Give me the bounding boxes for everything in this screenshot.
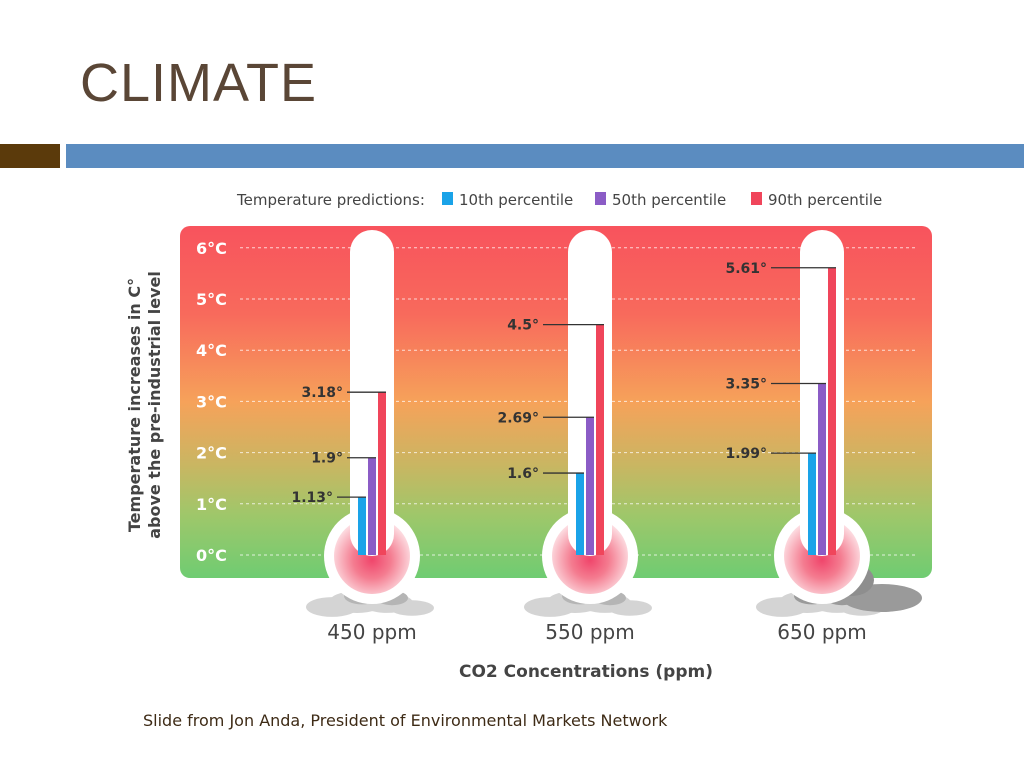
legend-label-50th: 50th percentile	[612, 191, 726, 209]
legend-item-10th: 10th percentile	[442, 191, 573, 209]
y-tick-label: 2°C	[196, 444, 227, 463]
legend-label-10th: 10th percentile	[459, 191, 573, 209]
legend-item-50th: 50th percentile	[595, 191, 726, 209]
title-accent-bar-blue	[66, 144, 1024, 168]
data-label: 1.9°	[311, 451, 343, 467]
legend-item-90th: 90th percentile	[751, 191, 882, 209]
title-accent-bar-dark	[0, 144, 60, 168]
bar-p90	[828, 267, 836, 555]
data-label: 4.5°	[507, 318, 539, 334]
bar-p90	[596, 324, 604, 555]
data-label: 1.13°	[291, 490, 333, 506]
legend-swatch-10th	[442, 192, 453, 205]
data-label: 2.69°	[497, 410, 539, 426]
y-axis-ticks: 0°C 1°C 2°C 3°C 4°C 5°C 6°C	[196, 239, 227, 565]
data-label: 3.18°	[301, 385, 343, 401]
bar-p50	[368, 457, 376, 555]
x-category-label: 650 ppm	[777, 620, 866, 644]
data-label: 1.99°	[725, 446, 767, 462]
bar-p50	[586, 417, 594, 555]
legend-title: Temperature predictions:	[236, 191, 425, 209]
y-tick-label: 6°C	[196, 239, 227, 258]
y-tick-label: 5°C	[196, 290, 227, 309]
data-label: 5.61°	[725, 261, 767, 277]
legend-label-90th: 90th percentile	[768, 191, 882, 209]
data-label: 1.6°	[507, 466, 539, 482]
bar-p10	[576, 473, 584, 555]
y-tick-label: 0°C	[196, 546, 227, 565]
bar-p10	[358, 497, 366, 555]
y-axis-title: Temperature increases in C° above the pr…	[125, 271, 164, 539]
x-category-label: 550 ppm	[545, 620, 634, 644]
bar-p50	[818, 383, 826, 555]
legend-swatch-50th	[595, 192, 606, 205]
bar-p10	[808, 453, 816, 555]
data-label: 3.35°	[725, 376, 767, 392]
y-tick-label: 4°C	[196, 341, 227, 360]
bar-p90	[378, 392, 386, 555]
y-axis-title-line2: above the pre-industrial level	[145, 271, 164, 539]
bars	[358, 267, 836, 555]
slide-title: CLIMATE	[80, 53, 318, 113]
y-tick-label: 1°C	[196, 495, 227, 514]
x-axis-categories: 450 ppm 550 ppm 650 ppm	[327, 620, 866, 644]
y-axis-title-line1: Temperature increases in C°	[125, 278, 144, 532]
data-labels: 1.13° 1.6° 1.99° 1.9° 2.69° 3.35° 3.18° 4.5° 5.6…	[291, 261, 836, 506]
y-tick-label: 3°C	[196, 392, 227, 411]
x-category-label: 450 ppm	[327, 620, 416, 644]
x-axis-title: CO2 Concentrations (ppm)	[459, 662, 713, 682]
legend-swatch-90th	[751, 192, 762, 205]
slide-caption: Slide from Jon Anda, President of Enviro…	[143, 711, 668, 730]
